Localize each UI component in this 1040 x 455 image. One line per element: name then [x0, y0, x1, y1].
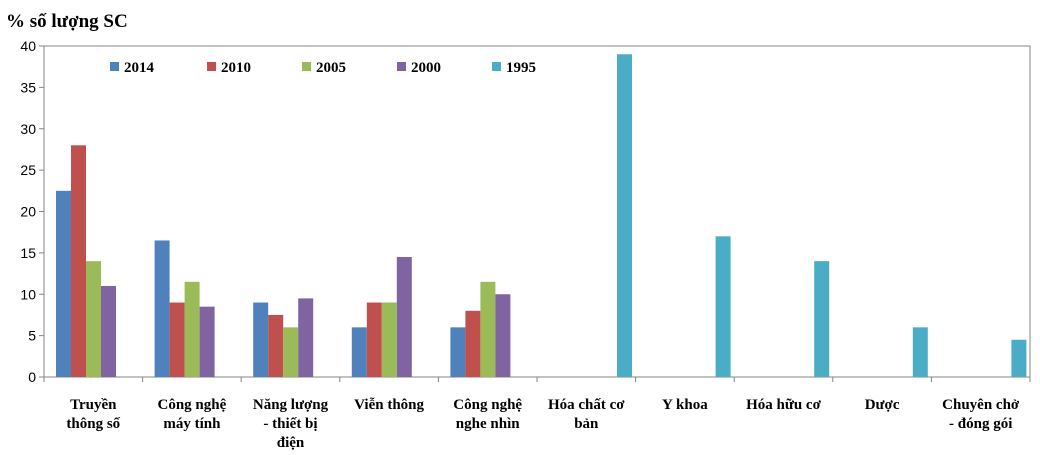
- x-category-label: Năng lượng - thiết bị điện: [253, 397, 329, 451]
- legend-swatch: [397, 62, 406, 71]
- bar-2000: [396, 257, 412, 377]
- bar-2000: [298, 298, 314, 377]
- legend-swatch: [302, 62, 311, 71]
- bar-2014: [450, 327, 466, 377]
- legend-swatch: [492, 62, 501, 71]
- legend-label: 2000: [411, 60, 441, 76]
- y-tick-label: 0: [28, 369, 36, 385]
- bar-2014: [253, 302, 269, 377]
- bar-2010: [268, 314, 284, 377]
- bar-2014: [154, 240, 170, 377]
- bar-2010: [71, 145, 86, 377]
- bar-2005: [86, 261, 101, 377]
- bar-2000: [101, 285, 116, 377]
- bar-2005: [480, 281, 496, 377]
- x-category-label: Chuyên chở - đóng gói: [942, 397, 1020, 432]
- legend-swatch: [110, 62, 119, 71]
- y-tick-label: 10: [20, 286, 36, 302]
- bar-1995: [1011, 339, 1027, 377]
- x-category-label: Công nghệ máy tính: [158, 397, 227, 432]
- x-category-label: Hóa hữu cơ: [746, 397, 822, 413]
- x-category-label: Hóa chất cơ bản: [548, 397, 625, 432]
- bar-2010: [366, 302, 382, 377]
- bar-2000: [495, 294, 511, 377]
- x-category-label: Công nghệ nghe nhìn: [453, 397, 522, 432]
- bar-1995: [617, 54, 632, 378]
- legend-label: 2014: [124, 60, 155, 76]
- bar-2014: [56, 190, 71, 377]
- x-category-label: Y khoa: [662, 397, 708, 413]
- y-tick-label: 5: [28, 328, 36, 344]
- legend-swatch: [207, 62, 216, 71]
- x-category-label: Dược: [865, 397, 900, 413]
- x-axis-labels: Truyền thông số Công nghệ máy tính Năng lượn…: [43, 377, 1031, 451]
- bar-1995: [912, 327, 928, 377]
- bar-2005: [283, 327, 299, 377]
- legend-label: 1995: [506, 60, 536, 76]
- y-tick-label: 20: [20, 204, 36, 220]
- bar-2010: [465, 310, 481, 377]
- y-tick-label: 15: [20, 245, 36, 261]
- bar-2014: [351, 327, 367, 377]
- y-tick-label: 40: [20, 38, 36, 54]
- bar-1995: [814, 261, 830, 377]
- bar-2010: [169, 302, 185, 377]
- y-axis-title: % số lượng SC: [6, 11, 128, 32]
- x-category-label: Truyền thông số: [66, 397, 120, 432]
- x-category-label: Viễn thông: [354, 397, 424, 413]
- legend-label: 2010: [221, 60, 251, 76]
- legend: 2014 2010 2005 2000 1995: [110, 60, 536, 76]
- bar-2000: [199, 306, 215, 377]
- bar-2005: [381, 302, 397, 377]
- legend-label: 2005: [316, 60, 346, 76]
- y-axis-ticks: 0 5 10 15 20 25 30 35 40: [20, 38, 44, 385]
- y-tick-label: 35: [20, 79, 36, 95]
- bar-2005: [184, 281, 200, 377]
- bar-1995: [715, 236, 731, 377]
- bars: [56, 54, 1027, 378]
- y-tick-label: 30: [20, 121, 36, 137]
- y-tick-label: 25: [20, 162, 36, 178]
